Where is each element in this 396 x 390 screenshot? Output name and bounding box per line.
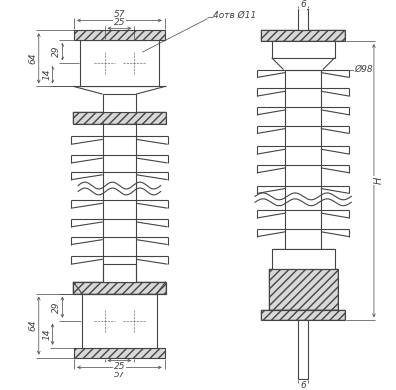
Text: 4отв Ø11: 4отв Ø11	[213, 11, 256, 20]
Text: 14: 14	[42, 328, 51, 340]
Bar	[73, 112, 166, 124]
Text: 57: 57	[114, 370, 125, 379]
Bar	[73, 282, 166, 294]
Bar	[73, 282, 166, 294]
Text: Ø98: Ø98	[355, 65, 373, 74]
Bar	[103, 94, 136, 112]
Bar	[261, 30, 345, 41]
Bar	[298, 320, 308, 379]
Bar	[74, 348, 165, 358]
Text: 29: 29	[52, 46, 61, 57]
Bar	[272, 250, 335, 269]
Text: 6: 6	[300, 0, 306, 9]
Bar	[261, 30, 345, 41]
Bar	[80, 40, 159, 86]
Bar	[269, 269, 337, 310]
Text: 29: 29	[52, 301, 61, 313]
Text: H: H	[374, 177, 384, 184]
Text: 64: 64	[29, 53, 37, 64]
Bar	[73, 112, 166, 124]
Bar	[261, 310, 345, 320]
Text: 25: 25	[114, 362, 125, 371]
Bar	[74, 348, 165, 358]
Text: 6: 6	[300, 381, 306, 390]
Bar	[298, 9, 308, 30]
Text: 14: 14	[42, 69, 51, 80]
Text: 25: 25	[114, 18, 125, 27]
Bar	[261, 310, 345, 320]
Bar	[74, 30, 165, 40]
Bar	[272, 41, 335, 58]
Bar	[74, 30, 165, 40]
Bar	[269, 269, 337, 310]
Bar	[103, 264, 136, 282]
Text: 64: 64	[29, 320, 37, 331]
Text: 57: 57	[114, 10, 125, 19]
Bar	[82, 294, 157, 348]
